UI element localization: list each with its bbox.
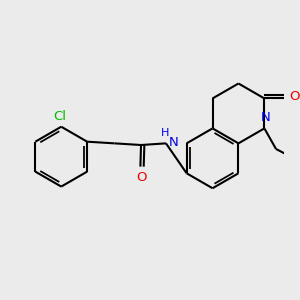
Text: N: N bbox=[169, 136, 178, 149]
Text: H: H bbox=[161, 128, 170, 138]
Text: N: N bbox=[261, 111, 271, 124]
Text: Cl: Cl bbox=[53, 110, 66, 123]
Text: O: O bbox=[136, 171, 147, 184]
Text: O: O bbox=[289, 90, 299, 103]
